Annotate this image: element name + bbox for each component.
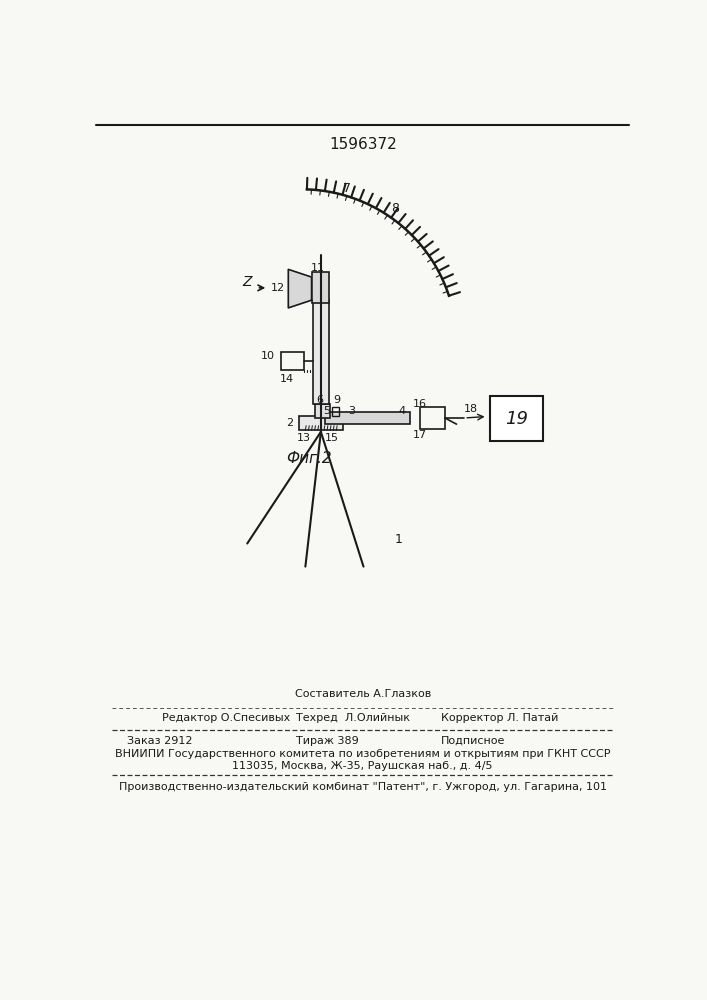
Text: 6: 6 [316,395,323,405]
Text: 8: 8 [391,202,399,215]
Bar [332,407,339,416]
Text: 3: 3 [349,406,356,416]
Bar [315,404,330,418]
Text: 2: 2 [286,418,293,428]
Bar [312,272,329,303]
Text: ВНИИПИ Государственного комитета по изобретениям и открытиям при ГКНТ СССР: ВНИИПИ Государственного комитета по изоб… [115,749,610,759]
Bar [325,412,410,424]
Text: Фиг.2: Фиг.2 [286,451,332,466]
Text: Подписное: Подписное [441,736,506,746]
Bar [490,396,542,441]
Text: 18: 18 [463,404,477,414]
Text: 1596372: 1596372 [329,137,397,152]
Text: Техред  Л.Олийнык: Техред Л.Олийнык [296,713,410,723]
Text: 15: 15 [325,433,339,443]
Text: 17: 17 [413,430,427,440]
Text: 16: 16 [413,399,427,409]
Text: Z: Z [243,275,252,289]
Text: 14: 14 [280,374,294,384]
Text: 9: 9 [333,395,340,405]
Bar [299,416,343,430]
Text: Производственно-издательский комбинат "Патент", г. Ужгород, ул. Гагарина, 101: Производственно-издательский комбинат "П… [119,782,607,792]
Text: 7: 7 [343,182,351,195]
Text: Заказ 2912: Заказ 2912 [127,736,192,746]
Bar [420,407,445,429]
Text: Редактор О.Спесивых: Редактор О.Спесивых [162,713,291,723]
Text: 11: 11 [311,263,325,273]
Text: Составитель А.Глазков: Составитель А.Глазков [295,689,431,699]
Text: 12: 12 [270,283,284,293]
Bar [313,300,329,404]
Text: 19: 19 [505,410,527,428]
Text: 1: 1 [395,533,402,546]
Text: Корректор Л. Патай: Корректор Л. Патай [441,713,559,723]
Text: 5: 5 [324,406,331,416]
Text: 113035, Москва, Ж-35, Раушская наб., д. 4/5: 113035, Москва, Ж-35, Раушская наб., д. … [233,761,493,771]
Bar [281,352,304,370]
Text: 4: 4 [399,406,406,416]
Text: Тираж 389: Тираж 389 [296,736,359,746]
Text: 13: 13 [297,433,311,443]
Polygon shape [288,269,312,308]
Text: 10: 10 [261,351,275,361]
